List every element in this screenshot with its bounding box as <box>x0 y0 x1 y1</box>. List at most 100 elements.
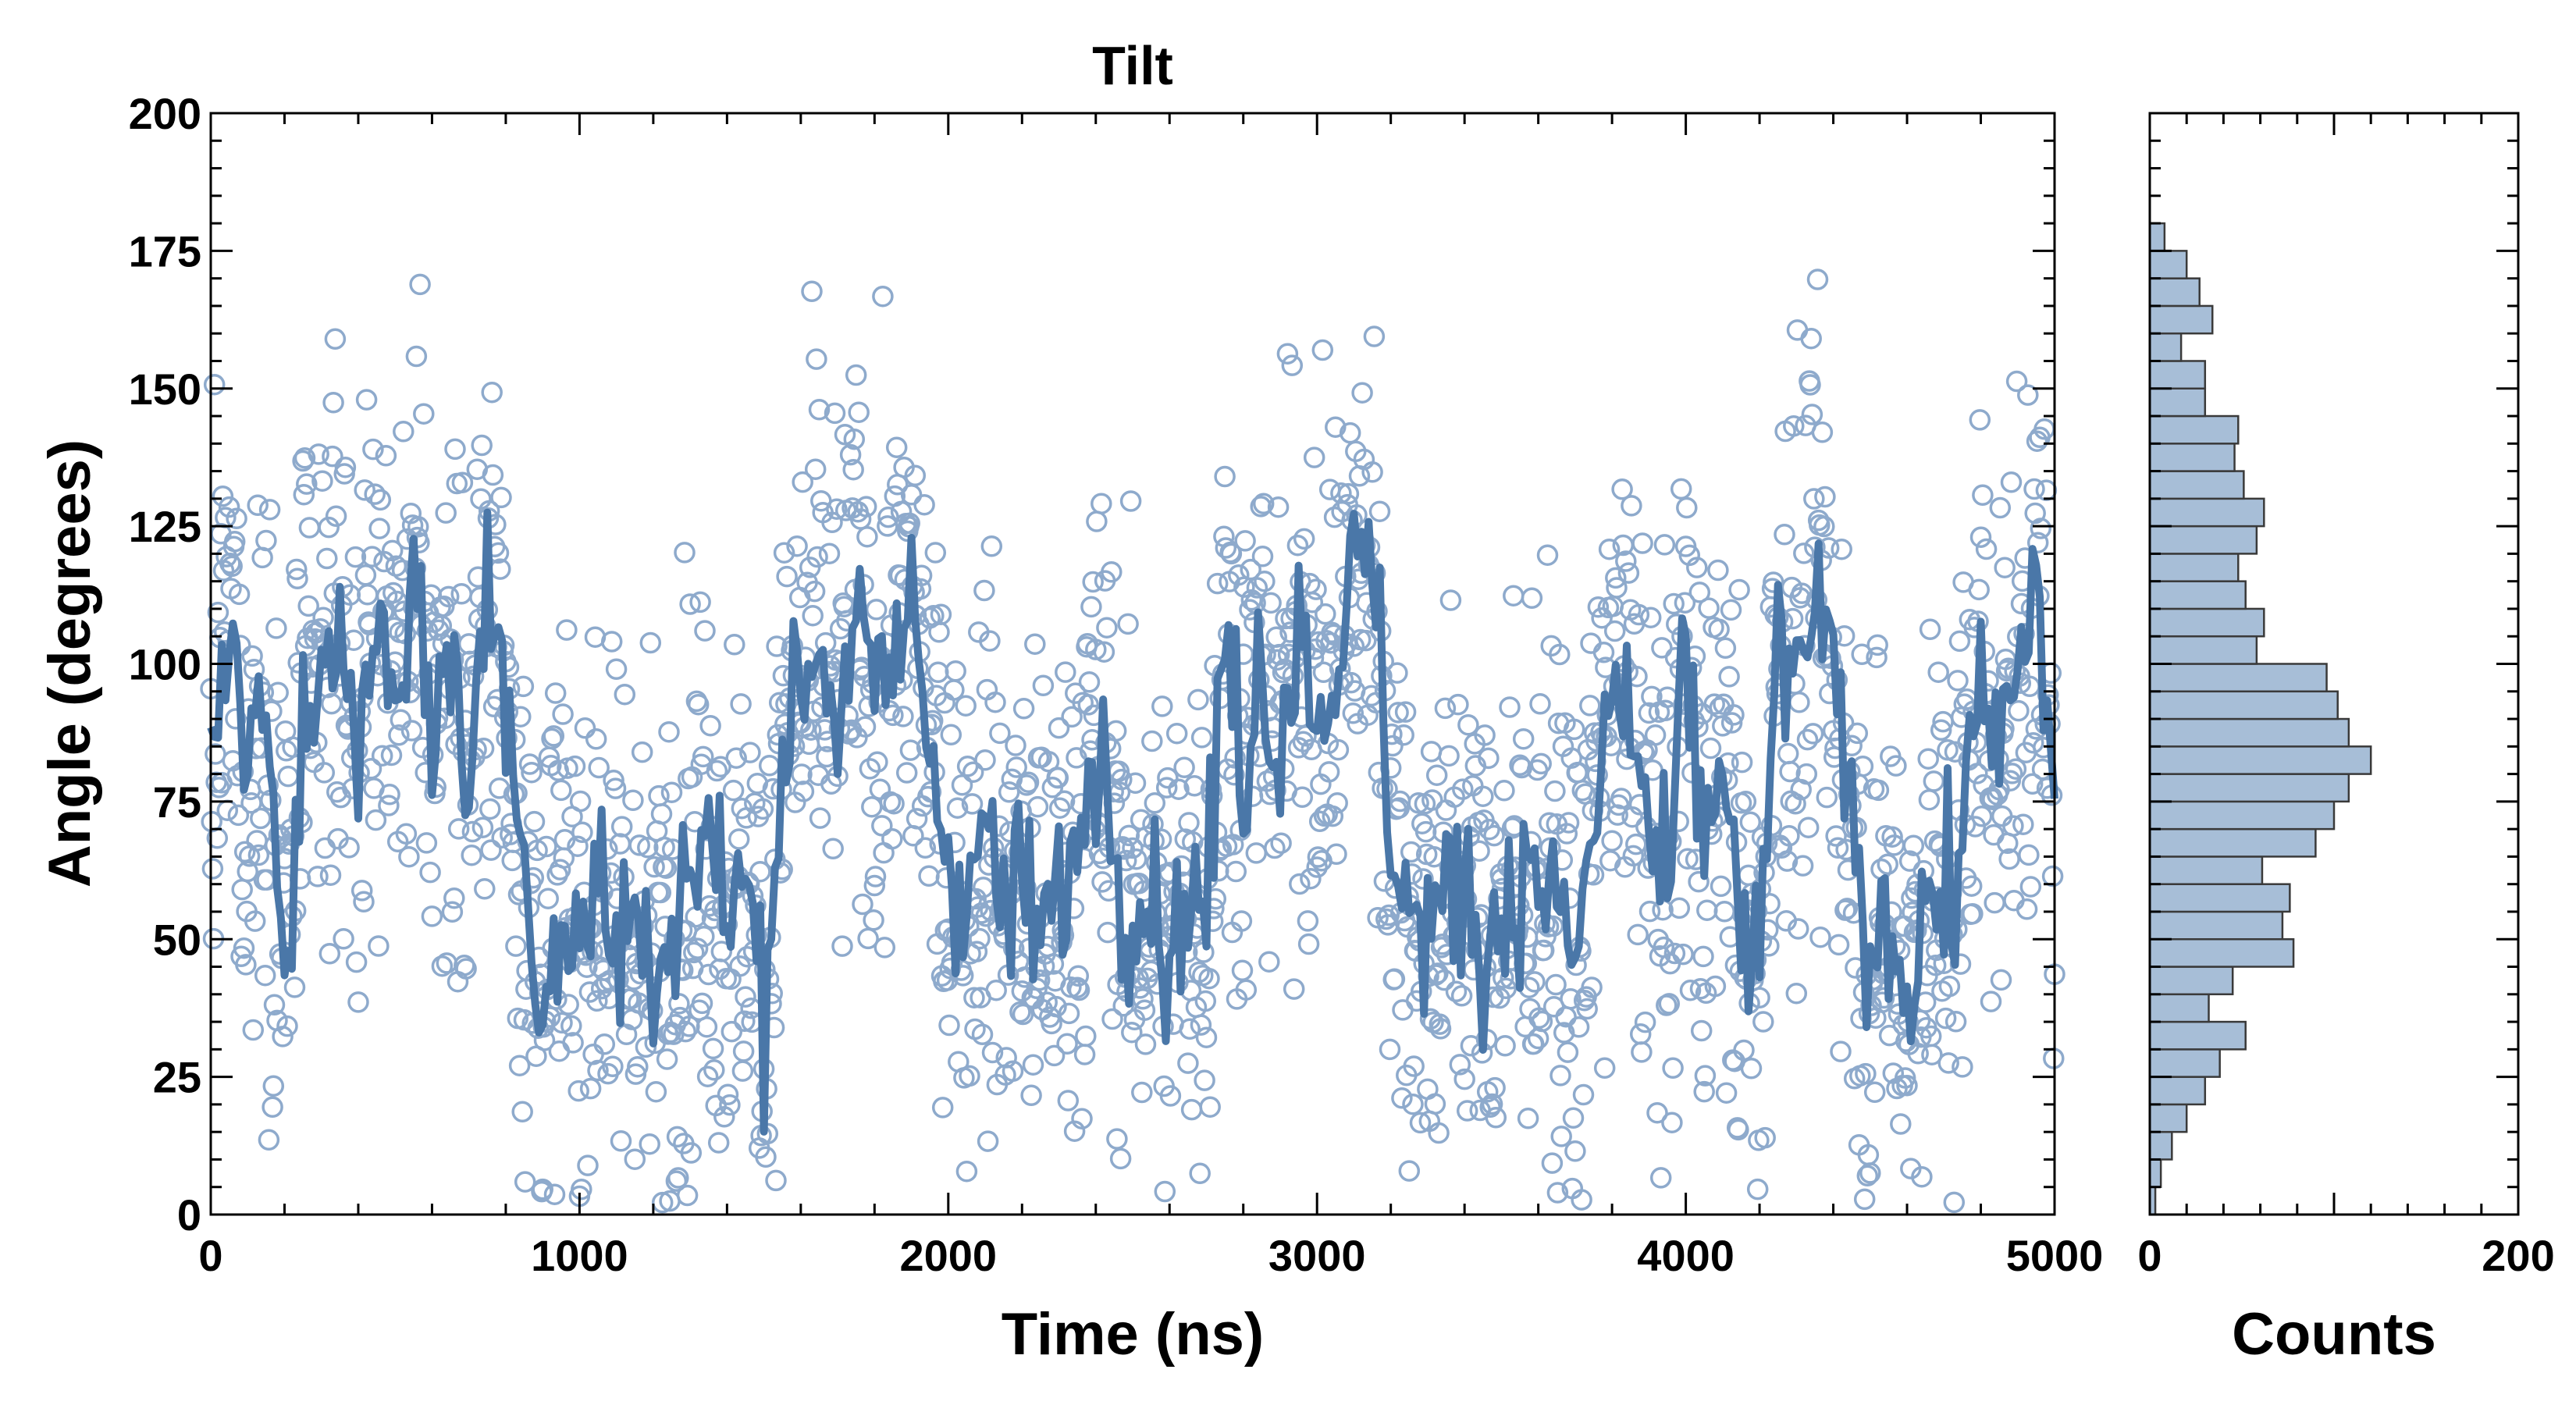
scatter-point <box>1631 532 1653 554</box>
scatter-point <box>1881 826 1903 848</box>
scatter-point <box>1825 825 1847 847</box>
scatter-point <box>395 823 418 845</box>
scatter-point <box>1067 965 1090 987</box>
scatter-point <box>1553 1022 1575 1044</box>
scatter-point <box>1622 845 1645 867</box>
scatter-point <box>1530 752 1552 775</box>
histogram-bar <box>2148 910 2284 941</box>
scatter-point <box>265 617 287 639</box>
scatter-point <box>1368 500 1391 522</box>
scatter-point <box>371 745 393 767</box>
main-panel: 0 1000 2000 3000 4000 5000 0 25 50 75 100 125 150 175… <box>37 35 2103 1368</box>
scatter-point <box>1428 1122 1450 1144</box>
scatter-point <box>1106 1128 1128 1150</box>
scatter-point <box>1556 823 1578 845</box>
scatter-point <box>1658 993 1681 1015</box>
scatter-point <box>645 1080 667 1103</box>
scatter-point <box>2021 773 2044 795</box>
scatter-point <box>818 542 841 564</box>
scatter-point <box>1816 786 1838 809</box>
scatter-point <box>1863 1081 1886 1104</box>
scatter-point <box>1610 788 1632 809</box>
scatter-point <box>1813 515 1835 538</box>
scatter-point <box>627 1055 649 1078</box>
scatter-point <box>1625 833 1647 855</box>
scatter-point <box>1698 597 1720 619</box>
scatter-point <box>1017 771 1040 793</box>
scatter-point <box>228 583 251 606</box>
scatter-point <box>1606 804 1628 826</box>
scatter-point <box>308 443 329 465</box>
scatter-point <box>1930 719 1952 742</box>
scatter-point <box>560 1015 582 1037</box>
scatter-point <box>1409 1112 1432 1134</box>
scatter-point <box>1026 795 1049 818</box>
scatter-point <box>658 720 680 743</box>
scatter-point <box>1606 577 1628 599</box>
scatter-point <box>839 443 862 466</box>
scatter-point <box>766 635 788 657</box>
scatter-point <box>961 793 984 815</box>
scatter-point <box>977 1130 999 1152</box>
scatter-point <box>1917 748 1939 770</box>
scatter-point <box>1831 538 1852 560</box>
scatter-point <box>1989 496 2012 519</box>
scatter-point <box>1055 661 1076 683</box>
scatter-point <box>1101 561 1123 583</box>
scatter-point <box>1005 735 1026 756</box>
scatter-point <box>1617 562 1640 584</box>
scatter-point <box>1449 1054 1471 1076</box>
scatter-point <box>1934 1007 1957 1030</box>
scatter-point <box>1361 461 1383 483</box>
scatter-point <box>1183 775 1205 797</box>
scatter-point <box>1009 1001 1031 1023</box>
scatter-point <box>1524 971 1546 993</box>
scatter-point <box>1315 603 1336 625</box>
scatter-point <box>482 464 504 486</box>
scatter-point <box>1246 577 1268 599</box>
scatter-point <box>1718 666 1740 688</box>
scatter-point <box>1621 495 1642 517</box>
scatter-point <box>1119 490 1142 512</box>
scatter-point <box>1603 620 1626 642</box>
scatter-point <box>998 781 1020 803</box>
scatter-point <box>938 1014 960 1037</box>
scatter-point <box>326 781 348 803</box>
scatter-point <box>1342 702 1364 724</box>
scatter-point <box>1199 1096 1221 1118</box>
scatter-point <box>1510 756 1533 779</box>
scatter-point <box>1005 756 1027 778</box>
scatter-point <box>706 759 728 782</box>
scatter-point <box>574 717 596 739</box>
scatter-point <box>801 280 823 303</box>
scatter-point <box>1048 717 1070 739</box>
scatter-point <box>364 483 386 505</box>
x-tick-label: 4000 <box>1637 1231 1735 1280</box>
scatter-point <box>859 758 881 780</box>
scatter-point <box>1605 567 1627 589</box>
scatter-point <box>322 392 344 414</box>
histogram-bar <box>2148 1076 2207 1106</box>
scatter-point <box>1712 715 1734 737</box>
scatter-point <box>1179 1018 1201 1040</box>
scatter-point <box>971 1023 994 1046</box>
scatter-point <box>1075 1025 1097 1048</box>
scatter-point <box>286 558 308 581</box>
scatter-point <box>1043 1044 1066 1067</box>
scatter-point <box>1567 1016 1590 1038</box>
scatter-point <box>1402 1093 1424 1115</box>
scatter-point <box>985 979 1007 1001</box>
histogram-bar <box>2148 883 2291 913</box>
scatter-point <box>1291 786 1314 809</box>
scatter-point <box>1856 1165 1879 1187</box>
scatter-point <box>674 542 696 564</box>
scatter-point <box>316 547 338 570</box>
scatter-point <box>1228 564 1250 586</box>
scatter-point <box>521 761 543 784</box>
scatter-point <box>804 458 827 480</box>
x-tick-label: 0 <box>198 1231 222 1280</box>
scatter-point <box>1903 921 1926 944</box>
scatter-point <box>1663 942 1686 965</box>
scatter-point <box>940 724 962 746</box>
scatter-point <box>821 511 843 534</box>
